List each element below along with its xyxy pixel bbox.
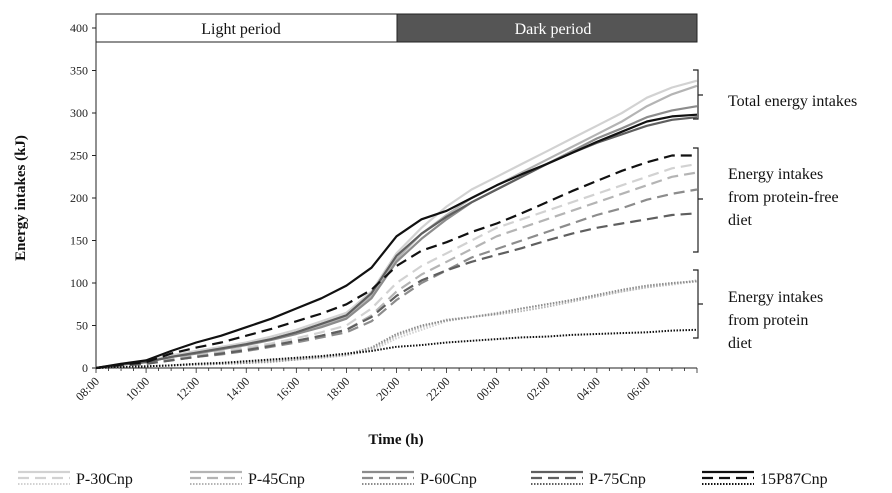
x-tick-label: 14:00 [223, 374, 252, 403]
series-p-60cnp-free [95, 188, 698, 370]
x-tick-label: 06:00 [624, 374, 653, 403]
series-15p87cnp-total [95, 113, 698, 370]
period-bar: Light period Dark period [95, 13, 698, 43]
annotation-protein-free-line-3: diet [728, 212, 753, 229]
series-lines [95, 79, 698, 370]
legend-label: 15P87Cnp [760, 471, 828, 488]
y-tick-label: 400 [70, 21, 88, 35]
x-tick-label: 02:00 [524, 374, 553, 403]
legend-item-p-60cnp: P-60Cnp [362, 470, 477, 488]
y-tick-label: 50 [76, 319, 88, 333]
x-tick-label: 18:00 [323, 374, 352, 403]
y-tick-label: 100 [70, 276, 88, 290]
axes: 0 50 100 150 200 250 300 350 400 08:00 10:00 12:00… [13, 21, 698, 448]
annotation-protein-line-3: diet [728, 335, 753, 352]
legend-item-p-75cnp: P-75Cnp [531, 470, 646, 488]
series-p-30cnp-free [95, 162, 698, 370]
series-p-75cnp-free [95, 212, 698, 370]
annotations: Total energy intakes Energy intakes from… [728, 93, 857, 352]
group-brackets [693, 69, 703, 339]
light-period-band [95, 13, 398, 43]
series-p-45cnp-free [95, 171, 698, 370]
series-p-75cnp-total [95, 116, 698, 370]
bracket-protein-free [693, 147, 703, 253]
annotation-protein-line-2: from protein [728, 312, 808, 329]
x-ticks: 08:00 10:00 12:00 14:00 16:00 18:00 20:00 22:00… [73, 368, 698, 403]
series-p-30cnp-total [95, 79, 698, 370]
y-tick-label: 300 [70, 106, 88, 120]
annotation-protein-free-line-2: from protein-free [728, 189, 839, 206]
y-axis-title: Energy intakes (kJ) [13, 135, 29, 261]
legend: P-30Cnp P-45Cnp P-60Cnp P-75Cnp 15P87Cnp [18, 470, 828, 488]
x-tick-label: 16:00 [273, 374, 302, 403]
legend-label: P-75Cnp [589, 471, 646, 488]
x-tick-label: 12:00 [173, 374, 202, 403]
y-tick-label: 0 [82, 361, 88, 375]
legend-item-15p87cnp: 15P87Cnp [702, 470, 828, 488]
x-tick-label: 20:00 [373, 374, 402, 403]
legend-label: P-30Cnp [76, 471, 133, 488]
x-tick-label: 10:00 [123, 374, 152, 403]
legend-label: P-45Cnp [248, 471, 305, 488]
x-tick-label: 22:00 [423, 374, 452, 403]
series-15p87cnp-free [95, 154, 697, 370]
y-tick-label: 350 [70, 64, 88, 78]
legend-item-p-45cnp: P-45Cnp [190, 470, 305, 488]
bracket-total [693, 69, 703, 120]
dark-period-label: Dark period [515, 21, 592, 38]
x-tick-label: 08:00 [73, 374, 102, 403]
legend-item-p-30cnp: P-30Cnp [18, 470, 133, 488]
annotation-protein-free-line-1: Energy intakes [728, 166, 823, 183]
x-tick-label: 00:00 [474, 374, 503, 403]
annotation-total-line-1: Total energy intakes [728, 93, 857, 110]
annotation-protein: Energy intakes from protein diet [728, 289, 827, 352]
legend-label: P-60Cnp [420, 471, 477, 488]
x-tick-label: 04:00 [574, 374, 603, 403]
y-ticks: 0 50 100 150 200 250 300 350 400 [70, 21, 96, 375]
dark-period-band [396, 13, 698, 43]
y-tick-label: 200 [70, 191, 88, 205]
bracket-protein [693, 269, 703, 339]
annotation-total: Total energy intakes [728, 93, 857, 110]
x-axis-title: Time (h) [368, 432, 423, 448]
series-15p87cnp-protein [95, 328, 698, 369]
light-period-label: Light period [201, 21, 281, 38]
y-tick-label: 150 [70, 234, 88, 248]
annotation-protein-line-1: Energy intakes [728, 289, 823, 306]
annotation-protein-free: Energy intakes from protein-free diet [728, 166, 843, 229]
y-tick-label: 250 [70, 149, 88, 163]
